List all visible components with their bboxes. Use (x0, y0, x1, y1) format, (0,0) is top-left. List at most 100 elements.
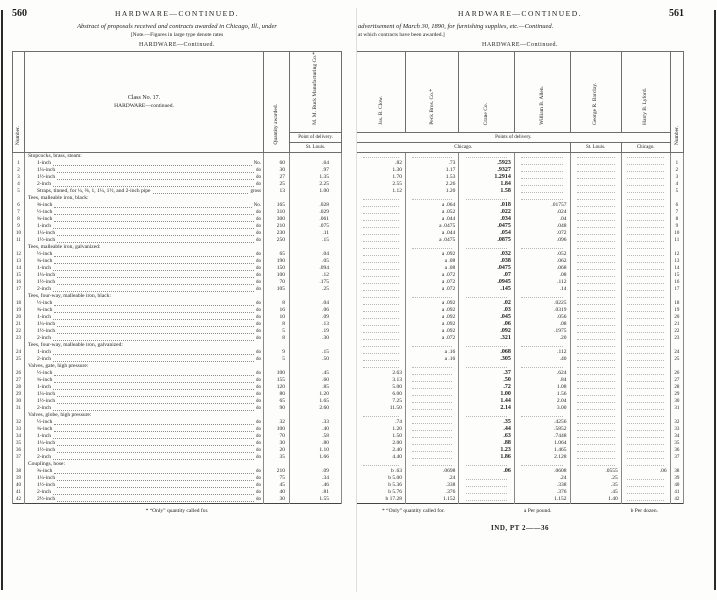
vendor-price-cell (620, 167, 671, 174)
vendor-price-cell (404, 195, 460, 202)
item-row: a .092.02.0225 18 (356, 300, 685, 307)
vendor-price-cell: .44 (458, 426, 515, 433)
vendor-price-cell: b .63 (356, 468, 406, 475)
dot-leader (53, 360, 254, 362)
item-row: 16 1½-inch do 70.175 (12, 279, 342, 286)
quantity-cell (263, 363, 290, 370)
row-number (12, 412, 25, 419)
price-cell: 2.25 (289, 181, 342, 188)
dot-leader (54, 423, 254, 425)
category-label: Tees, four-way, malleable iron, galvaniz… (24, 342, 264, 349)
item-row: 6 ⅜-inch No. 165.028 (12, 202, 342, 209)
vendor-price-cell: 2.04 (513, 398, 571, 405)
item-row: 25 2-inch do 5.50 (12, 356, 342, 363)
vendor-price-cell (404, 370, 460, 377)
vendor-price-cell: .052 (513, 251, 571, 258)
item-row: 14 1-inch do 150.094 (12, 265, 342, 272)
quantity-cell: 105 (263, 286, 290, 293)
vendor-price-cell (620, 342, 671, 349)
row-number: 28 (669, 384, 685, 391)
page-number-left: 560 (12, 8, 27, 19)
row-number: 27 (12, 377, 25, 384)
quantity-cell: 30 (263, 167, 290, 174)
row-number: 14 (669, 265, 685, 272)
dot-leader (53, 458, 254, 460)
vendor-price-cell: .08 (513, 321, 571, 328)
table-title-left: HARDWARE—Continued. (139, 42, 215, 48)
row-number: 3 (12, 174, 25, 181)
class-number-label: Class No. 17. (127, 95, 161, 101)
item-row: b .63.0698.06.0608.0555.06 38 (356, 468, 685, 475)
row-number: 3 (669, 174, 685, 181)
vendor-price-cell (620, 412, 671, 419)
vendor-price-cell (620, 384, 671, 391)
vendor-price-cell (356, 321, 406, 328)
vendor-price-cell: .88 (458, 440, 515, 447)
vendor-price-cell (569, 181, 622, 188)
item-description: ¾-inch do (24, 216, 264, 223)
item-row: 1.12 1.20 1.58 5 (356, 188, 685, 195)
item-description: 1½-inch do (24, 237, 264, 244)
vendor-price-cell (569, 209, 622, 216)
vendor-price-cell: .4256 (513, 419, 571, 426)
price-cell: .64 (289, 160, 342, 167)
row-number: 25 (669, 356, 685, 363)
vendor-price-cell: 1.00 (458, 391, 515, 398)
vendor-price-cell (513, 461, 571, 468)
vendor-price-cell (569, 152, 622, 160)
item-row: a .072.07.08 15 (356, 272, 685, 279)
item-row: 41 2-inch do 40.81 (12, 489, 342, 496)
table-body-right: .82.73.5923 1 1.30 1.17.9327 2 1.70 1.53 1.2914… (356, 152, 685, 504)
dot-leader (54, 430, 254, 432)
item-row: b 5.00.24.24.25 39 (356, 475, 685, 482)
item-description: ½-inch do (24, 251, 264, 258)
category-row (356, 461, 685, 468)
row-number: 42 (669, 496, 685, 504)
vendor-price-cell: a .064 (404, 202, 460, 209)
dot-leader (54, 220, 254, 222)
row-number: 41 (669, 489, 685, 496)
vendor-price-cell (569, 447, 622, 454)
price-cell: .50 (289, 356, 342, 363)
price-cell: .15 (289, 349, 342, 356)
item-row: a .092.06.08 21 (356, 321, 685, 328)
item-description: 2-inch do (24, 356, 264, 363)
item-description: 1½-inch do (24, 328, 264, 335)
row-number (12, 244, 25, 251)
vendor-price-cell: .35 (569, 482, 622, 489)
vendor-price-cell (620, 188, 671, 195)
column-header-vendor-lyford: Harry B. Lyford. (620, 51, 671, 133)
vendor-price-cell: b 17.28 (356, 496, 406, 504)
vendor-price-cell: 1.30 (356, 167, 406, 174)
vendor-price-cell (569, 349, 622, 356)
vendor-price-cell: 2.26 (404, 181, 460, 188)
price-cell: .45 (289, 370, 342, 377)
vendor-price-cell: .72 (458, 384, 515, 391)
row-number: 33 (669, 426, 685, 433)
item-row: a .072.321.20 23 (356, 335, 685, 342)
row-number: 13 (12, 258, 25, 265)
item-row: 1.30 1.17.9327 2 (356, 167, 685, 174)
quantity-cell: 8 (263, 335, 290, 342)
price-cell: 1.55 (289, 496, 342, 504)
vendor-price-cell (356, 230, 406, 237)
vendor-price-cell: .034 (458, 216, 515, 223)
vendor-price-cell (569, 370, 622, 377)
vendor-price-cell: a .16 (404, 356, 460, 363)
vendor-price-cell (356, 223, 406, 230)
point-of-delivery-header: Point of delivery. (289, 132, 342, 143)
vendor-price-cell: 4.40 (356, 454, 406, 461)
dot-leader (54, 262, 254, 264)
category-row (356, 152, 685, 160)
vendor-price-cell (356, 195, 406, 202)
vendor-price-cell (404, 426, 460, 433)
quantity-cell: 70 (263, 279, 290, 286)
hardware-table-left: Number. Class No. 17. HARDWARE—continued… (12, 51, 342, 504)
item-description: ¾-inch do (24, 377, 264, 384)
item-row: 7 ½-inch do 310.029 (12, 209, 342, 216)
running-title-left: HARDWARE—CONTINUED. (114, 9, 240, 18)
vendor-price-cell: .321 (458, 335, 515, 342)
vendor-price-cell (569, 230, 622, 237)
vendor-price-cell (620, 181, 671, 188)
footnote-only-quantity: * “Only” quantity called for. (382, 508, 445, 514)
